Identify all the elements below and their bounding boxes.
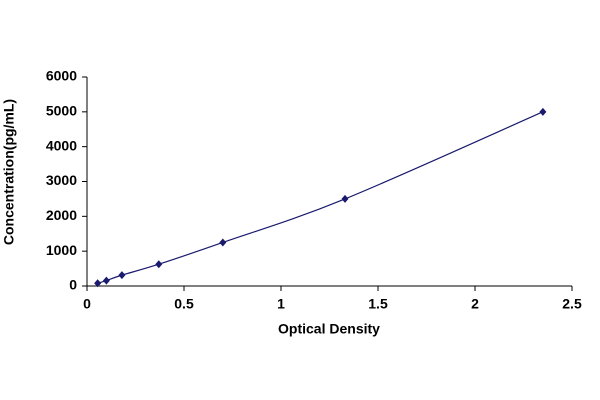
x-tick-label: 1.5 (368, 296, 388, 312)
y-tick-label: 3000 (46, 172, 77, 188)
data-point (219, 238, 227, 247)
x-tick-label: 1 (277, 296, 285, 312)
x-axis-label: Optical Density (278, 321, 380, 337)
x-tick-label: 0.5 (174, 296, 194, 312)
y-tick-label: 2000 (46, 207, 77, 223)
data-point (341, 194, 349, 203)
x-tick-label: 2 (471, 296, 479, 312)
data-point (155, 260, 163, 269)
data-point (118, 271, 126, 280)
y-tick-label: 4000 (46, 137, 77, 153)
fit-curve (97, 111, 544, 284)
y-tick-label: 6000 (46, 68, 77, 84)
x-tick-label: 2.5 (562, 296, 582, 312)
y-tick-label: 0 (69, 277, 77, 293)
y-axis-label: Concentration(pg/mL) (1, 99, 17, 245)
y-tick-label: 1000 (46, 242, 77, 258)
data-point (102, 276, 110, 285)
x-tick-label: 0 (83, 296, 91, 312)
data-point (94, 279, 102, 288)
data-point (539, 107, 547, 116)
y-tick-label: 5000 (46, 103, 77, 119)
